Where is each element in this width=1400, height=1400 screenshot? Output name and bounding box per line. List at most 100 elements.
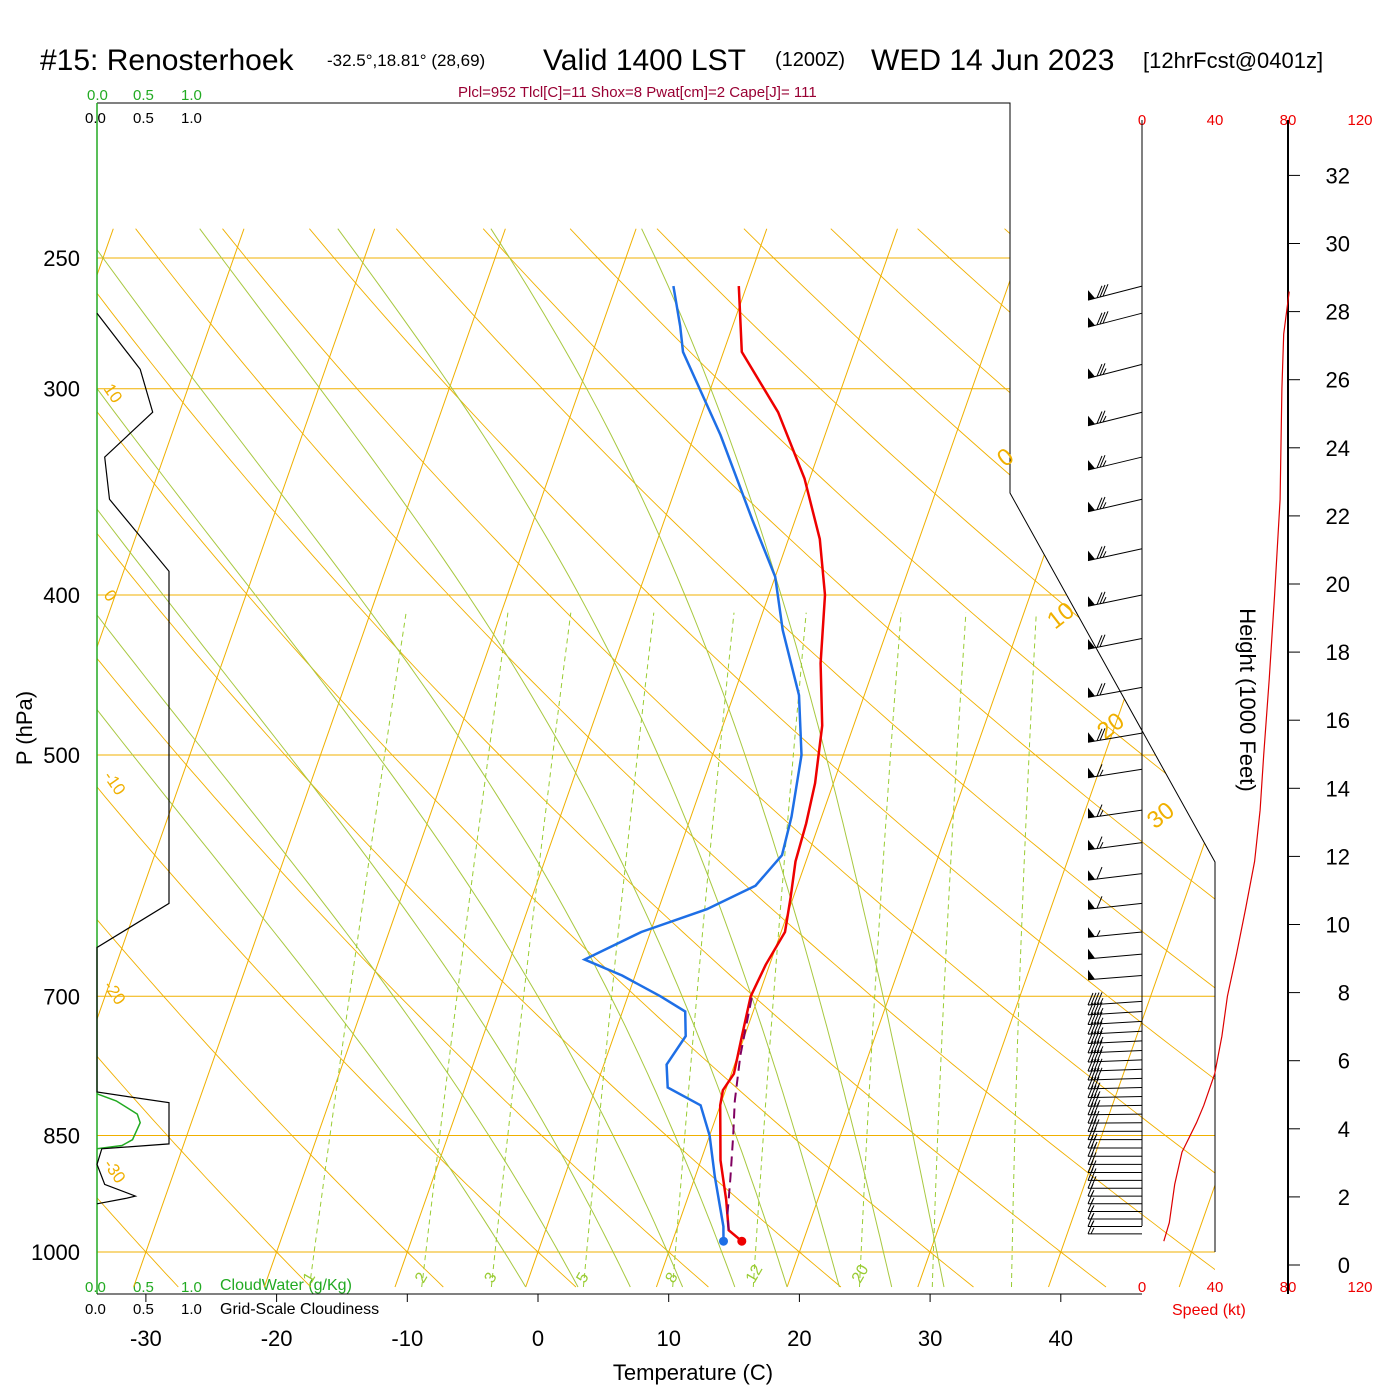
temp-tick-40: 40 <box>1049 1326 1073 1351</box>
wind-barb-flag <box>1096 992 1103 1005</box>
wind-barb-flag <box>1087 1085 1094 1098</box>
moist-adiabat-12 <box>97 228 684 1288</box>
wind-barb-30 <box>1087 927 1143 938</box>
wind-barb-staff <box>1087 548 1143 562</box>
station-title: #15: Renosterhoek <box>40 44 295 77</box>
mixing-ratio-3 <box>490 612 572 1288</box>
mixing-ratio-8 <box>672 612 735 1288</box>
wind-barb-staff <box>1087 637 1143 650</box>
wind-barb-flag <box>1096 455 1103 469</box>
plot-frame <box>97 102 1216 1252</box>
series-dewpoint-surface-dot <box>719 1236 728 1246</box>
wind-barb-flag <box>1090 1152 1097 1165</box>
wind-barb-flag <box>1096 1067 1103 1080</box>
wind-barb-flag <box>1087 1049 1094 1063</box>
wind-barb-pennant <box>1088 687 1095 698</box>
mixing-ratio-label-12: 12 <box>743 1262 767 1286</box>
height-tick-18: 18 <box>1326 640 1350 665</box>
pressure-tick-850: 850 <box>43 1124 80 1149</box>
wind-barb-staff <box>1087 768 1143 779</box>
wind-barb-pennant <box>1088 460 1095 471</box>
wind-barb-staff <box>1087 931 1143 938</box>
wind-barb-pennant <box>1088 596 1095 607</box>
wind-barb-1 <box>1087 1214 1142 1227</box>
wind-barb-halfflag <box>1099 841 1104 849</box>
wind-barb-39 <box>1087 591 1143 607</box>
moist-adiabat-24 <box>337 228 840 1288</box>
height-tick-4: 4 <box>1338 1117 1350 1142</box>
wind-barb-halfflag <box>1093 1133 1098 1140</box>
moist-adiabat-32 <box>641 228 945 1288</box>
cloud-bottom-green-2: 1.0 <box>181 1279 202 1296</box>
isotherm--50 <box>97 228 245 1288</box>
dry-adiabat-70 <box>309 228 1215 1288</box>
wind-barb-staff <box>1087 1059 1143 1063</box>
wind-barb-halfflag <box>1096 1082 1101 1089</box>
wind-barb-31 <box>1087 896 1143 910</box>
isotherm--30 <box>133 228 506 1288</box>
wind-barb-staff <box>1087 974 1143 981</box>
wind-speed-profile <box>1163 291 1290 1242</box>
wind-barb-flag <box>1099 728 1106 741</box>
wind-barb-9 <box>1087 1152 1142 1165</box>
speed-top-40: 40 <box>1207 112 1224 129</box>
wind-barb-halfflag <box>1093 1141 1098 1149</box>
speed-bottom-120: 120 <box>1347 1279 1372 1296</box>
wind-barb-flag <box>1099 545 1106 559</box>
wind-barb-pennant <box>1088 550 1095 561</box>
series-temperature <box>718 286 827 1243</box>
wind-barb-14 <box>1087 1110 1143 1124</box>
wind-barb-32 <box>1087 866 1143 881</box>
series-temperature-surface-dot <box>737 1236 747 1246</box>
isotherm-50 <box>1178 228 1215 1288</box>
isotherm-label-1: 0 <box>100 586 121 605</box>
dry-adiabat-90 <box>482 228 1215 1288</box>
dry-adiabat-10 <box>97 228 709 1288</box>
height-tick-2: 2 <box>1338 1185 1350 1210</box>
height-tick-14: 14 <box>1326 776 1350 801</box>
wind-barb-halfflag <box>1102 368 1107 375</box>
wind-barb-36 <box>1087 728 1143 743</box>
isotherm-30 <box>917 228 1215 1288</box>
wind-barb-41 <box>1087 496 1143 513</box>
wind-barb-13 <box>1087 1119 1143 1132</box>
wind-barb-19 <box>1087 1067 1143 1081</box>
wind-barb-flag <box>1096 836 1103 849</box>
speed-top-120: 120 <box>1347 112 1372 129</box>
wind-barb-flag <box>1096 312 1103 325</box>
wind-barb-flag <box>1090 1102 1097 1115</box>
wind-barb-flag <box>1090 992 1097 1005</box>
mixing-ratio-28 <box>931 612 967 1288</box>
wind-barb-34 <box>1087 804 1143 819</box>
wind-barb-flag <box>1096 592 1103 605</box>
mixing-ratio-2 <box>421 612 509 1288</box>
wind-barb-flag <box>1087 1076 1094 1090</box>
wind-barb-halfflag <box>1099 997 1104 1005</box>
dry-adiabat-0 <box>97 228 577 1288</box>
wind-barb-27 <box>1087 992 1143 1006</box>
wind-barb-flag <box>1096 411 1103 424</box>
wind-barb-flag <box>1096 764 1103 777</box>
forecast-label: [12hrFcst@0401z] <box>1143 48 1323 73</box>
wind-barb-flag <box>1096 728 1103 741</box>
wind-barb-halfflag <box>1102 502 1107 509</box>
wind-barb-44 <box>1087 363 1143 379</box>
dry-adiabat-80 <box>395 228 1215 1288</box>
wind-barb-pennant <box>1088 501 1095 512</box>
moist-adiabat-4 <box>97 228 579 1288</box>
wind-barb-pennant <box>1088 290 1095 301</box>
wind-barb-staff <box>1087 1068 1143 1072</box>
wind-barb-halfflag <box>1099 769 1104 777</box>
mixing-ratio-label-20: 20 <box>849 1262 873 1286</box>
wind-barb-flag <box>1099 682 1106 696</box>
wind-barb-halfflag <box>1099 1027 1104 1034</box>
mixing-ratio-20 <box>859 612 902 1288</box>
wind-barb-flag <box>1099 455 1106 468</box>
wind-barb-flag <box>1090 1049 1097 1063</box>
moist-adiabat-20 <box>199 228 788 1288</box>
wind-barb-staff <box>1087 842 1143 851</box>
height-tick-26: 26 <box>1326 368 1350 393</box>
wind-barb-flag <box>1102 284 1109 297</box>
isotherm-0 <box>525 228 898 1288</box>
isotherm-10 <box>655 228 1029 1288</box>
